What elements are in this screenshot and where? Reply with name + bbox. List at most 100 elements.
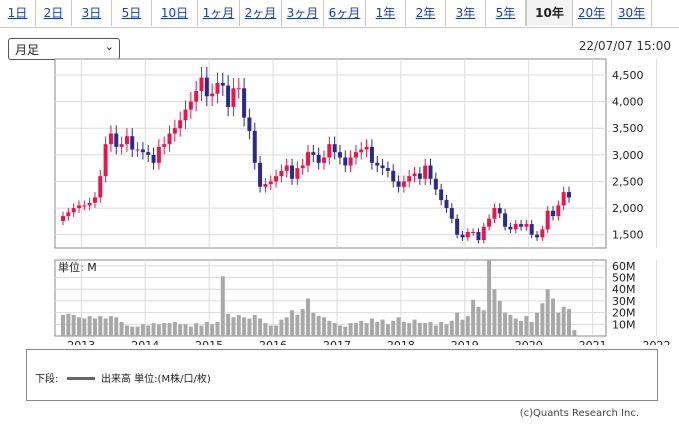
volume-bar (465, 316, 470, 336)
tab-3年[interactable]: 3年 (446, 0, 486, 26)
candle-body (226, 85, 231, 107)
volume-bar (140, 324, 145, 336)
chart-legend: 下段: 出来高 単位:(M株/口/枚) (26, 349, 658, 401)
volume-bar (561, 306, 566, 336)
candle-body (508, 226, 513, 230)
tab-2年[interactable]: 2年 (406, 0, 446, 26)
volume-bar (503, 312, 508, 336)
candle-body (343, 157, 348, 166)
candle-body (71, 208, 76, 213)
candle-body (545, 210, 550, 230)
volume-bar (114, 317, 119, 336)
tab-3ヶ月[interactable]: 3ヶ月 (282, 0, 324, 26)
candle-body (455, 218, 460, 235)
volume-bar (146, 325, 151, 336)
candle-body (497, 208, 502, 214)
volume-bar (306, 298, 311, 336)
year-label: 2021 (579, 339, 607, 345)
candle-body (481, 226, 486, 241)
tab-20年[interactable]: 20年 (572, 0, 612, 26)
volume-bar (545, 289, 550, 336)
volume-tick-label: 60M (612, 260, 636, 273)
candle-body (316, 154, 321, 163)
candle-body (540, 229, 545, 238)
volume-bar (108, 316, 113, 336)
candle-body (247, 117, 252, 131)
volume-bar (258, 318, 263, 336)
volume-bar (369, 318, 374, 336)
candle-body (487, 218, 492, 227)
tab-1日[interactable]: 1日 (0, 0, 36, 26)
candle-body (290, 165, 295, 179)
volume-bar (124, 325, 129, 336)
volume-bar (359, 320, 364, 336)
candle-body (444, 200, 449, 209)
candle-body (524, 224, 529, 227)
candle-body (465, 232, 470, 238)
candle-body (82, 205, 87, 207)
candle-body (295, 168, 300, 179)
volume-bar (242, 317, 247, 336)
price-tick-label: 2,000 (612, 202, 644, 215)
candle-body (337, 152, 342, 158)
candle-body (311, 152, 316, 155)
volume-bar (167, 323, 172, 336)
candle-body (551, 210, 556, 217)
volume-bar (204, 321, 209, 336)
tab-10年: 10年 (526, 0, 573, 26)
volume-bar (66, 313, 71, 336)
candle-body (103, 144, 108, 177)
tab-5年[interactable]: 5年 (486, 0, 526, 26)
tab-divider (0, 27, 679, 28)
volume-bar (231, 317, 236, 336)
volume-bar (284, 317, 289, 336)
volume-bar (215, 321, 220, 336)
volume-bar (476, 306, 481, 336)
candle-body (114, 133, 119, 147)
candle-body (252, 130, 257, 163)
candle-body (135, 149, 140, 151)
volume-bar (449, 320, 454, 336)
volume-bar (353, 323, 358, 336)
candle-body (130, 136, 135, 150)
tab-30年[interactable]: 30年 (612, 0, 652, 26)
tab-1年[interactable]: 1年 (366, 0, 406, 26)
volume-bar (332, 323, 337, 336)
volume-bar (540, 303, 545, 336)
volume-bar (236, 314, 241, 336)
chart-timestamp: 22/07/07 15:00 (578, 39, 671, 53)
candle-period-select[interactable]: 月足 ⌄ (8, 38, 120, 60)
tab-5日[interactable]: 5日 (112, 0, 152, 26)
candle-body (220, 82, 225, 86)
volume-bar (444, 324, 449, 336)
volume-bar (327, 320, 332, 336)
candle-body (76, 205, 81, 209)
candle-body (556, 205, 561, 217)
candle-body (210, 93, 215, 97)
candle-body (519, 224, 524, 227)
tab-2ヶ月[interactable]: 2ヶ月 (240, 0, 282, 26)
candle-body (380, 165, 385, 169)
candle-body (274, 176, 279, 182)
tab-6ヶ月[interactable]: 6ヶ月 (324, 0, 366, 26)
tab-10日[interactable]: 10日 (152, 0, 198, 26)
candle-body (188, 101, 193, 110)
candle-body (167, 133, 172, 145)
candle-body (87, 202, 92, 206)
volume-bar (364, 323, 369, 336)
candle-body (178, 120, 183, 129)
tab-3日[interactable]: 3日 (72, 0, 112, 26)
candle-body (375, 162, 380, 166)
tab-2日[interactable]: 2日 (36, 0, 72, 26)
candle-body (156, 146, 161, 163)
volume-bar (71, 314, 76, 336)
volume-bar (290, 310, 295, 336)
tab-1ヶ月[interactable]: 1ヶ月 (198, 0, 240, 26)
volume-bar (98, 316, 103, 336)
volume-bar (194, 323, 199, 336)
stock-chart: 4,500 4,000 3,500 3,000 2,500 2,000 1,500 60M50… (54, 58, 671, 345)
candle-body (423, 165, 428, 179)
volume-bar (82, 318, 87, 336)
candle-body (369, 146, 374, 163)
volume-bar (183, 324, 188, 336)
